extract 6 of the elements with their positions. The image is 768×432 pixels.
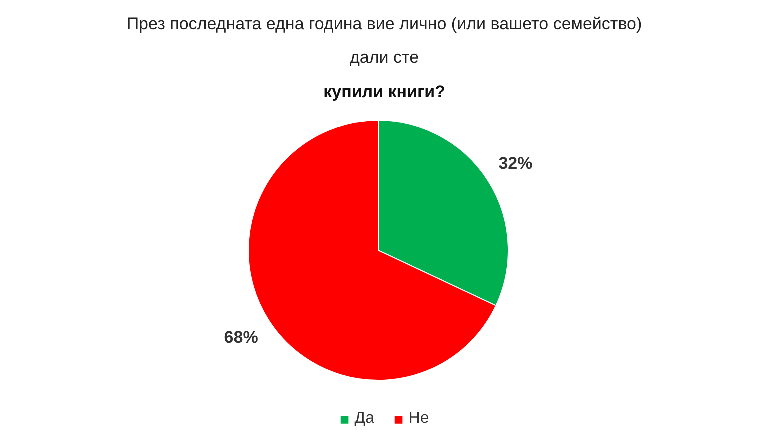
data-label: 68% xyxy=(224,328,258,348)
legend-label: Не xyxy=(408,410,430,428)
chart-subtitle: купили книги? xyxy=(324,82,446,102)
legend-label: Да xyxy=(354,410,375,428)
chart-title: През последната една година вие лично (или вашето семейство) дали сте xyxy=(126,14,642,67)
data-label: 32% xyxy=(498,154,533,173)
